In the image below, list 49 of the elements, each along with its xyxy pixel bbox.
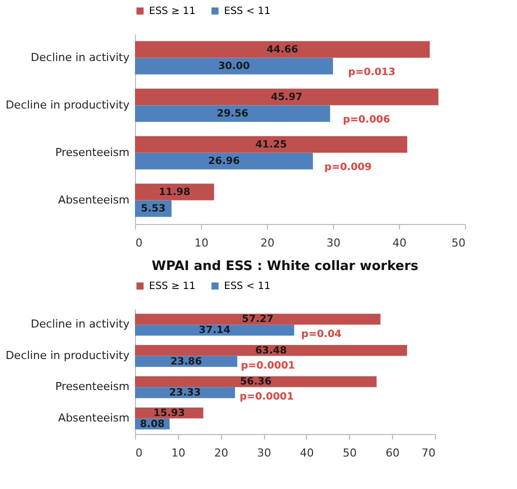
- annotation: p=0.0001: [240, 360, 296, 372]
- data-label: 30.00: [218, 61, 250, 72]
- x-tick-label: 50: [342, 446, 357, 460]
- x-tick-label: 0: [136, 236, 142, 250]
- y-tick-label: Presenteeism: [55, 380, 130, 394]
- data-label: 45.97: [270, 92, 303, 103]
- x-tick-label: 40: [300, 446, 314, 460]
- data-label: 41.25: [255, 139, 287, 150]
- chart-title: WPAI and ESS : White collar workers: [152, 259, 419, 274]
- y-tick-label: Absenteeism: [58, 193, 130, 206]
- data-label: 11.98: [158, 186, 190, 198]
- x-tick-label: 10: [194, 236, 208, 250]
- data-label: 29.56: [216, 108, 248, 120]
- annotation: p=0.013: [348, 67, 396, 78]
- data-label: 44.66: [266, 44, 298, 56]
- data-label: 57.27: [242, 314, 274, 326]
- data-label: 56.36: [240, 376, 272, 388]
- x-tick-label: 70: [422, 446, 436, 460]
- y-tick-label: Absenteeism: [58, 411, 130, 424]
- annotation: p=0.006: [342, 114, 390, 126]
- x-tick-label: 30: [257, 446, 272, 460]
- x-tick-label: 50: [452, 236, 466, 250]
- x-tick-label: 20: [260, 236, 274, 250]
- x-tick-label: 10: [171, 446, 186, 460]
- x-tick-label: 60: [386, 446, 400, 460]
- legend-label: ESS ≥ 11: [149, 281, 196, 292]
- data-label: 15.93: [153, 408, 185, 419]
- x-tick-label: 20: [214, 446, 228, 460]
- legend-label: ESS < 11: [224, 281, 270, 292]
- legend-label: ESS < 11: [224, 6, 270, 17]
- data-label: 63.48: [255, 345, 287, 356]
- x-tick-label: 0: [136, 446, 142, 460]
- annotation: p=0.009: [324, 162, 372, 173]
- y-tick-label: Presenteeism: [55, 146, 130, 159]
- annotation: p=0.04: [301, 329, 342, 340]
- annotation: p=0.0001: [240, 392, 294, 402]
- y-tick-label: Decline in productivity: [6, 348, 130, 362]
- x-tick-label: 40: [392, 236, 406, 250]
- data-label: 37.14: [198, 325, 230, 336]
- y-tick-label: Decline in activity: [30, 50, 130, 64]
- x-tick-label: 30: [326, 236, 340, 250]
- legend-label: ESS ≥ 11: [149, 6, 196, 17]
- data-label: 26.96: [208, 156, 240, 168]
- y-tick-label: Decline in productivity: [6, 98, 130, 112]
- data-label: 23.33: [169, 388, 201, 399]
- data-label: 23.86: [170, 356, 202, 368]
- data-label: 5.53: [140, 204, 166, 215]
- y-tick-label: Decline in activity: [30, 318, 130, 331]
- data-label: 8.08: [140, 418, 165, 430]
